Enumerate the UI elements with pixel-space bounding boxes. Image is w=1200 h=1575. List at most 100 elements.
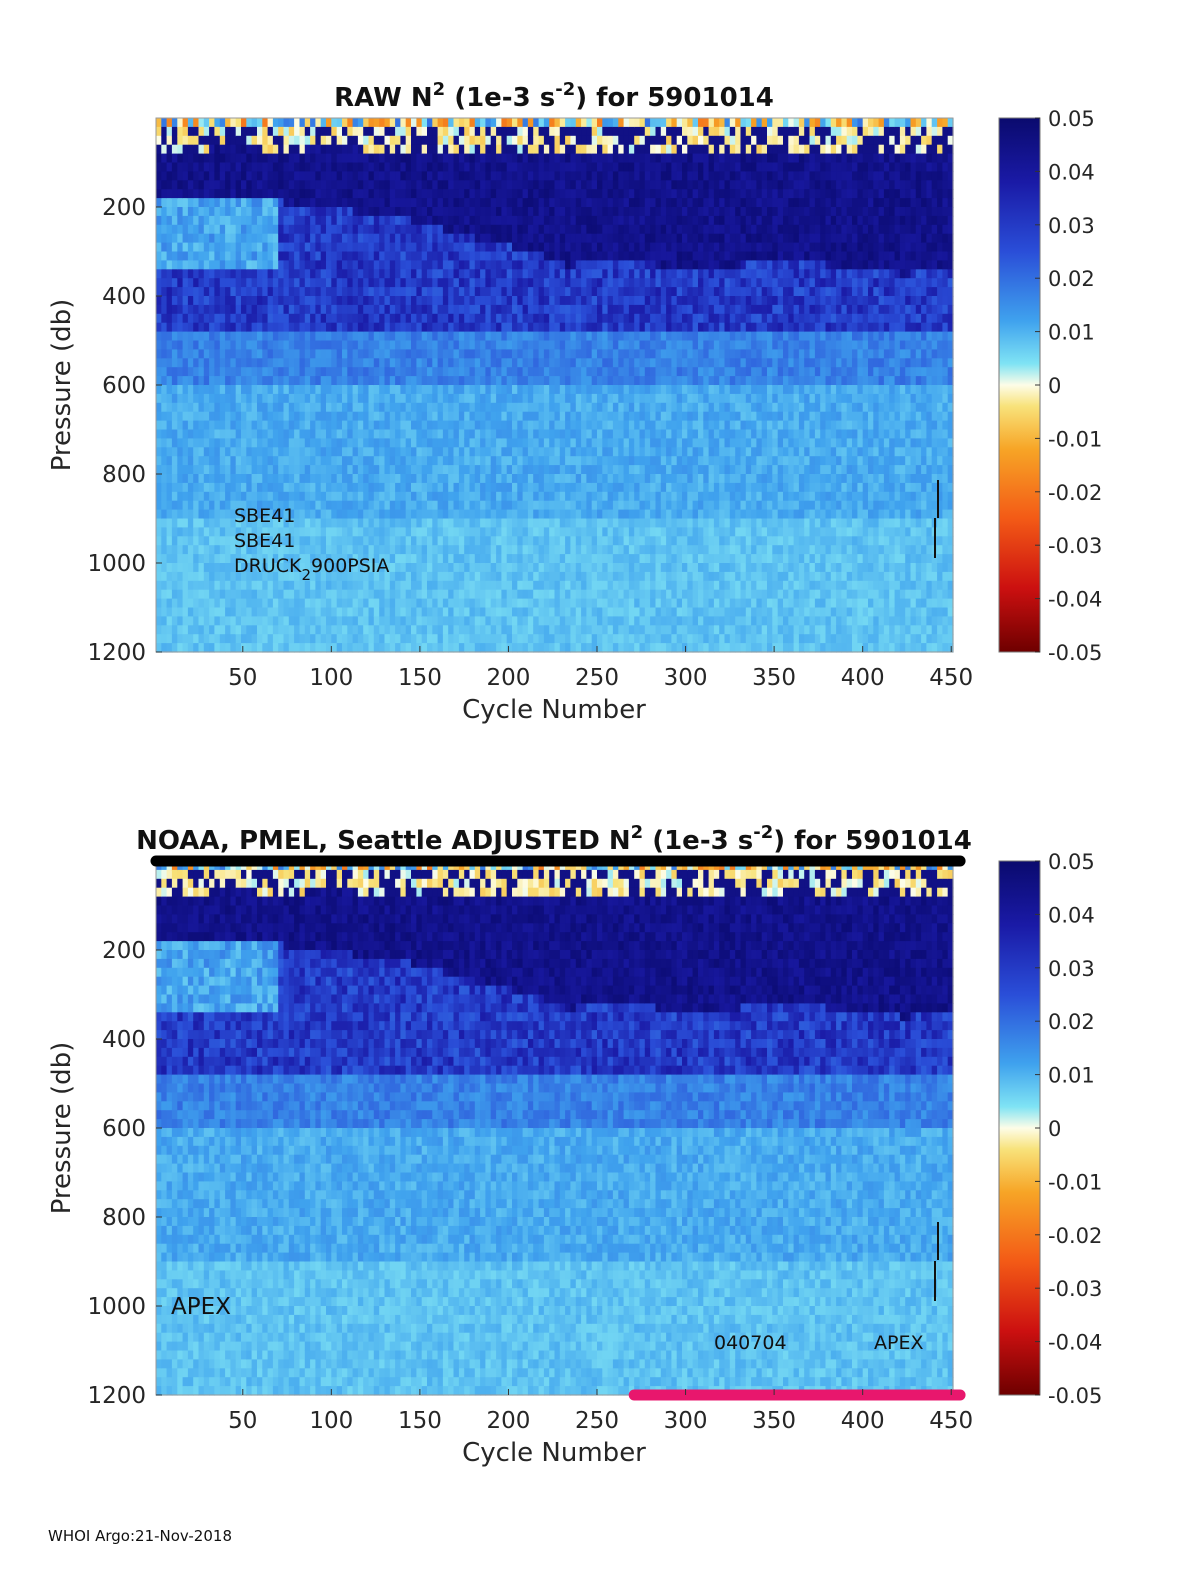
raw-heat-cell	[320, 269, 327, 279]
raw-heat-cell	[357, 144, 364, 155]
raw-heat-cell	[416, 393, 423, 404]
raw-heat-cell	[474, 304, 481, 315]
raw-heat-cell	[246, 304, 253, 315]
raw-heat-cell	[379, 135, 386, 146]
raw-heat-cell	[294, 429, 300, 439]
raw-heat-cell	[517, 180, 524, 190]
raw-heat-cell	[517, 438, 524, 448]
raw-heat-cell	[299, 518, 306, 528]
raw-heat-cell	[182, 598, 189, 609]
raw-heat-cell	[421, 260, 428, 270]
raw-heat-cell	[453, 313, 460, 324]
raw-heat-cell	[389, 162, 396, 172]
raw-heat-cell	[304, 198, 311, 208]
raw-heat-cell	[294, 358, 300, 368]
raw-heat-cell	[586, 144, 593, 155]
raw-heat-cell	[288, 331, 295, 342]
raw-heat-cell	[384, 251, 391, 261]
raw-heat-cell	[294, 554, 300, 564]
raw-heat-cell	[278, 509, 285, 520]
raw-heat-cell	[187, 349, 194, 359]
raw-heat-cell	[193, 429, 200, 439]
raw-heat-cell	[437, 278, 444, 288]
raw-heat-cell	[262, 518, 269, 528]
raw-heat-cell	[171, 180, 178, 190]
raw-heat-cell	[527, 420, 534, 431]
raw-heat-cell	[437, 402, 444, 413]
raw-heat-cell	[219, 189, 226, 199]
raw-heat-cell	[522, 429, 529, 439]
raw-heat-cell	[166, 580, 173, 591]
raw-heat-cell	[214, 536, 221, 546]
raw-heat-cell	[517, 545, 524, 555]
raw-heat-cell	[246, 180, 253, 190]
raw-heat-cell	[533, 180, 540, 190]
raw-heat-cell	[485, 518, 492, 528]
raw-heat-cell	[554, 207, 561, 217]
raw-heat-cell	[543, 385, 550, 395]
raw-heat-cell	[278, 474, 285, 484]
raw-heat-cell	[442, 420, 449, 431]
raw-heat-cell	[416, 126, 423, 137]
raw-heat-cell	[490, 607, 497, 617]
raw-heat-cell	[400, 349, 407, 359]
raw-heat-cell	[379, 482, 386, 493]
raw-heat-cell	[241, 402, 247, 413]
raw-heat-cell	[411, 340, 417, 350]
raw-heat-cell	[331, 251, 338, 261]
raw-heat-cell	[458, 500, 465, 511]
raw-heat-cell	[506, 278, 513, 288]
raw-heat-cell	[570, 322, 577, 333]
raw-heat-cell	[315, 643, 322, 653]
raw-heat-cell	[389, 589, 396, 600]
raw-heat-cell	[559, 358, 566, 368]
raw-heat-cell	[570, 376, 577, 386]
raw-heat-cell	[559, 251, 566, 261]
raw-heat-cell	[591, 198, 598, 208]
raw-heat-cell	[246, 135, 253, 146]
raw-heat-cell	[538, 118, 545, 128]
raw-heat-cell	[347, 625, 354, 635]
raw-heat-cell	[379, 144, 386, 155]
raw-heat-cell	[427, 393, 433, 404]
raw-heat-cell	[251, 491, 258, 502]
raw-heat-cell	[272, 607, 279, 617]
raw-heat-cell	[267, 260, 274, 270]
raw-heat-cell	[506, 509, 513, 520]
raw-heat-cell	[591, 331, 598, 342]
raw-heat-cell	[453, 465, 460, 475]
raw-heat-cell	[559, 625, 566, 635]
raw-heat-cell	[331, 429, 338, 439]
raw-heat-cell	[474, 189, 481, 199]
raw-heat-cell	[458, 465, 465, 475]
raw-heat-cell	[458, 358, 465, 368]
raw-heat-cell	[373, 402, 380, 413]
raw-heat-cell	[416, 634, 423, 644]
raw-heat-cell	[262, 269, 269, 279]
raw-heat-cell	[437, 634, 444, 644]
raw-heat-cell	[326, 393, 332, 404]
raw-heat-cell	[395, 482, 401, 493]
raw-heat-cell	[512, 607, 518, 617]
raw-heat-cell	[331, 224, 338, 235]
raw-heat-cell	[442, 242, 449, 253]
raw-heat-cell	[262, 580, 269, 591]
raw-heat-cell	[453, 118, 460, 128]
raw-heat-cell	[251, 411, 258, 422]
raw-heat-cell	[368, 135, 375, 146]
raw-heat-cell	[235, 287, 242, 297]
raw-heat-cell	[458, 545, 465, 555]
raw-heat-cell	[490, 233, 497, 244]
raw-heat-cell	[230, 144, 237, 155]
raw-heat-cell	[235, 162, 242, 172]
raw-heat-cell	[283, 171, 290, 181]
raw-heat-cell	[559, 215, 566, 226]
raw-heat-cell	[304, 304, 311, 315]
raw-heat-cell	[581, 367, 587, 377]
raw-heat-cell	[209, 580, 215, 591]
raw-heat-cell	[395, 607, 401, 617]
raw-heat-cell	[288, 242, 295, 253]
raw-heat-cell	[480, 589, 486, 600]
raw-heat-cell	[304, 616, 311, 626]
raw-heat-cell	[373, 527, 380, 537]
